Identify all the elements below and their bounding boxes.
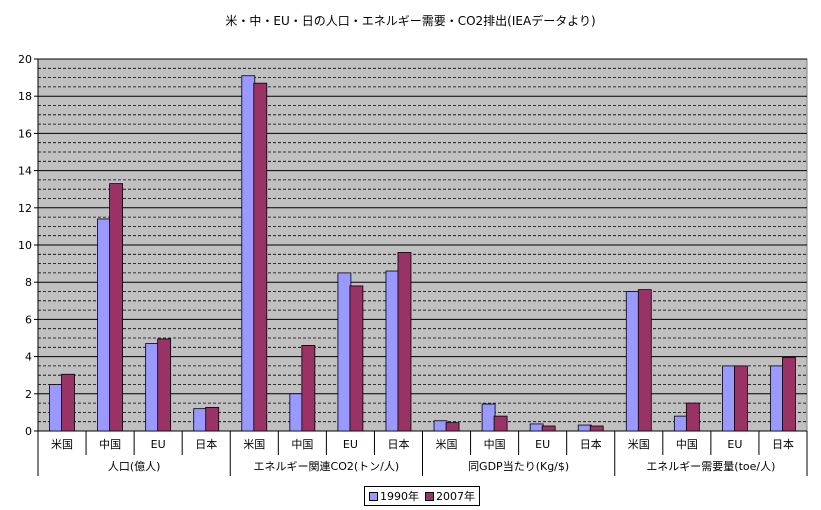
category-label: 中国 xyxy=(676,438,698,451)
bar-1990-5 xyxy=(289,393,304,432)
bar-1990-6 xyxy=(337,272,352,432)
bar-2007-6 xyxy=(349,285,364,432)
group-label: 同GDP当たり(Kg/$) xyxy=(468,459,569,473)
bar-1990-10 xyxy=(529,423,544,432)
category-label: 米国 xyxy=(243,438,265,451)
category-label: 米国 xyxy=(51,438,73,451)
category-label: EU xyxy=(727,438,742,451)
bar-2007-9 xyxy=(493,415,508,432)
category-label: 中国 xyxy=(291,438,313,451)
bar-1990-8 xyxy=(433,420,448,432)
bar-2007-12 xyxy=(637,289,652,432)
bar-2007-7 xyxy=(397,252,412,432)
bar-2007-1 xyxy=(109,183,123,432)
y-tick-label: 12 xyxy=(18,202,32,215)
bar-1990-0 xyxy=(49,384,63,432)
bar-2007-13 xyxy=(685,402,700,432)
bar-2007-0 xyxy=(61,373,75,432)
bar-2007-11 xyxy=(589,425,604,432)
chart-title: 米・中・EU・日の人口・エネルギー需要・CO2排出(IEAデータより) xyxy=(225,14,596,28)
legend-swatch-2007 xyxy=(425,491,434,501)
bar-2007-5 xyxy=(301,345,316,432)
bar-1990-2 xyxy=(145,343,160,432)
y-tick-label: 0 xyxy=(25,425,32,438)
category-label: 米国 xyxy=(628,438,650,451)
category-label: 日本 xyxy=(387,437,409,451)
category-label: 日本 xyxy=(772,437,794,451)
y-tick-label: 20 xyxy=(18,53,32,66)
bar-1990-9 xyxy=(481,403,496,432)
legend-item-1990: 1990年 xyxy=(369,488,419,504)
category-label: 米国 xyxy=(436,438,458,451)
legend-swatch-1990 xyxy=(369,491,378,501)
bar-1990-15 xyxy=(770,365,784,432)
legend-label-1990: 1990年 xyxy=(380,490,419,503)
category-label: 中国 xyxy=(484,438,506,451)
category-label: 日本 xyxy=(580,437,602,451)
bar-2007-3 xyxy=(205,406,220,432)
y-tick-label: 8 xyxy=(25,276,32,289)
category-label: EU xyxy=(343,438,358,451)
y-tick-label: 18 xyxy=(18,90,32,103)
y-tick-label: 4 xyxy=(25,351,32,364)
category-label: EU xyxy=(151,438,166,451)
bar-2007-2 xyxy=(157,338,172,432)
y-tick-label: 14 xyxy=(18,165,32,178)
bar-2007-14 xyxy=(734,365,748,432)
bar-2007-10 xyxy=(541,425,556,432)
bar-1990-12 xyxy=(625,291,640,432)
category-label: 中国 xyxy=(99,438,121,451)
category-label: 日本 xyxy=(195,437,217,451)
bar-1990-11 xyxy=(577,424,592,432)
y-tick-label: 16 xyxy=(18,127,32,140)
group-label: エネルギー需要量(toe/人) xyxy=(646,460,775,473)
bar-1990-4 xyxy=(241,75,256,432)
bar-1990-1 xyxy=(97,218,111,432)
y-tick-label: 6 xyxy=(25,313,32,326)
legend: 1990年 2007年 xyxy=(364,486,480,506)
bar-1990-13 xyxy=(673,415,688,432)
y-tick-label: 10 xyxy=(18,239,32,252)
category-label: EU xyxy=(535,438,550,451)
bar-2007-4 xyxy=(253,82,268,432)
bar-1990-7 xyxy=(385,270,400,432)
y-tick-label: 2 xyxy=(25,388,32,401)
bar-2007-8 xyxy=(445,422,460,432)
group-label: エネルギー関連CO2(トン/人) xyxy=(254,459,400,473)
legend-label-2007: 2007年 xyxy=(436,490,475,503)
group-label: 人口(億人) xyxy=(108,460,161,473)
bar-2007-15 xyxy=(782,357,796,432)
bar-1990-3 xyxy=(193,408,208,432)
legend-item-2007: 2007年 xyxy=(425,488,475,504)
bar-1990-14 xyxy=(722,365,736,432)
